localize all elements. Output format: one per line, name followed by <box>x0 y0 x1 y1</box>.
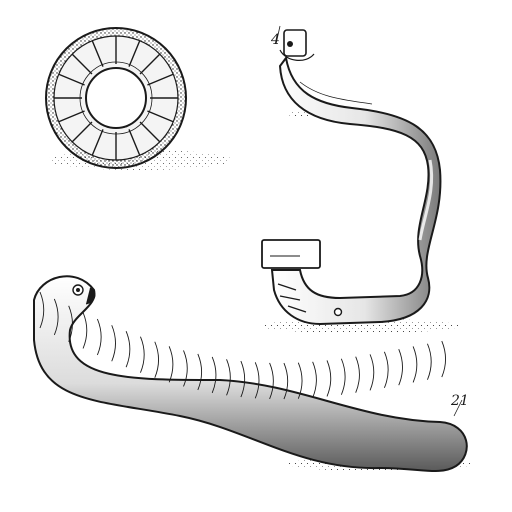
worm-segment-line <box>111 325 116 362</box>
worm-segment-line <box>183 350 188 387</box>
worm-segment-line <box>39 291 45 329</box>
ring-segment-divider <box>71 121 93 143</box>
ring-segment-divider <box>139 53 161 75</box>
worm-segment-line <box>283 362 289 400</box>
worm-segment-line <box>355 356 360 393</box>
figure-label-upper: 4 <box>271 32 280 48</box>
worm-segment-line <box>197 353 203 391</box>
ring-segment-divider <box>147 110 174 123</box>
ring-segment-divider <box>128 40 141 67</box>
worm-segment-line <box>340 358 346 395</box>
worm-segment-line <box>441 340 446 378</box>
worm-segment-line <box>82 312 88 349</box>
worm-segment-line <box>125 330 131 368</box>
ring-segment-divider <box>128 129 141 156</box>
worm-segment-line <box>96 318 102 356</box>
segmented-worm <box>33 275 472 472</box>
worm-segment-line <box>369 354 375 391</box>
figure-label-lower: 21 <box>451 393 469 409</box>
ring-segment-divider <box>71 53 93 75</box>
coiled-ring <box>45 27 232 170</box>
worm-segment-line <box>312 361 317 398</box>
worm-segment-line <box>383 351 389 389</box>
worm-segment-line <box>326 360 332 397</box>
ring-segment-divider <box>147 73 174 86</box>
ring-segment-divider <box>91 40 104 67</box>
worm-segment-line <box>297 362 303 399</box>
worm-segment-line <box>269 362 274 400</box>
worm-segment-line <box>240 360 246 398</box>
worm-segment-line <box>211 356 217 394</box>
curved-worm-tube <box>260 29 460 333</box>
worm-segment-line <box>412 346 418 383</box>
ring-segment-divider <box>91 129 104 156</box>
worm-segment-line <box>154 341 159 378</box>
ring-segment-divider <box>139 121 161 143</box>
worm-segment-line <box>254 362 260 399</box>
worm-segment-line <box>398 349 403 386</box>
worm-segment-line <box>427 343 432 380</box>
worm-segment-line <box>168 346 174 383</box>
worm-segment-line <box>68 305 73 342</box>
ring-segment-divider <box>58 73 85 86</box>
worm-segment-line <box>53 298 59 336</box>
worm-segment-line <box>140 336 145 373</box>
ring-segment-divider <box>58 110 85 123</box>
worm-segment-line <box>226 359 231 396</box>
